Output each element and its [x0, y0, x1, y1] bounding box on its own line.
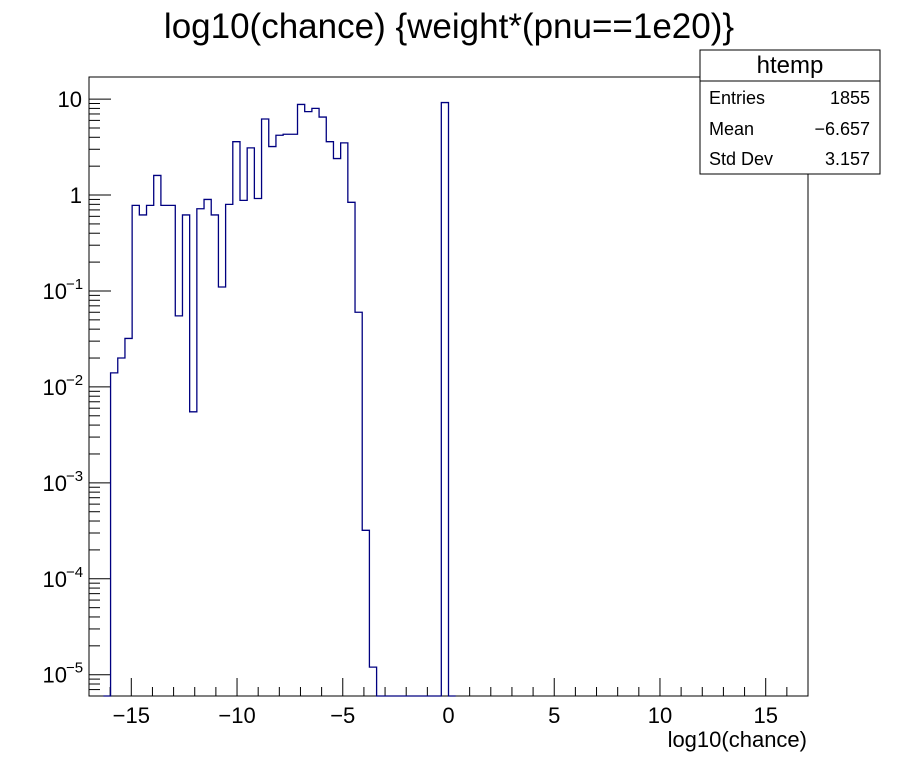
- y-tick-exponent: −4: [66, 564, 83, 581]
- histogram-bin: [290, 134, 297, 696]
- histogram-bin: [305, 112, 312, 696]
- histogram-bin: [226, 204, 233, 696]
- y-tick-exponent: −1: [66, 276, 83, 293]
- histogram-bin: [190, 412, 197, 696]
- x-tick-label: 0: [442, 703, 454, 728]
- stats-stddev-label: Std Dev: [709, 149, 773, 169]
- y-tick-label: 10: [43, 567, 67, 592]
- stats-entries-value: 1855: [830, 88, 870, 108]
- histogram-bin: [362, 530, 369, 696]
- stats-mean-label: Mean: [709, 119, 754, 139]
- x-tick-label: 5: [548, 703, 560, 728]
- histogram-bin: [161, 205, 168, 696]
- histogram-bin: [355, 312, 362, 696]
- x-tick-label: −5: [330, 703, 355, 728]
- y-tick-label: 10: [43, 663, 67, 688]
- histogram-bin: [118, 358, 125, 696]
- x-tick-label: −10: [218, 703, 255, 728]
- histogram-bin: [204, 199, 211, 696]
- y-tick-exponent: −5: [66, 660, 83, 677]
- y-tick-label: 10: [58, 87, 82, 112]
- histogram-bin: [341, 143, 348, 696]
- chart-title: log10(chance) {weight*(pnu==1e20)}: [164, 7, 734, 46]
- stats-entries-label: Entries: [709, 88, 765, 108]
- histogram-bin: [348, 202, 355, 696]
- x-tick-label: 10: [648, 703, 672, 728]
- histogram-bin: [168, 205, 175, 696]
- histogram-bin: [175, 316, 182, 696]
- y-tick-exponent: −2: [66, 372, 83, 389]
- y-tick-exponent: −3: [66, 468, 83, 485]
- x-axis-label: log10(chance): [668, 727, 807, 752]
- histogram-bin: [247, 148, 254, 696]
- x-axis: −15 −10 −5 0 5 10 15: [88, 678, 809, 728]
- histogram-bin: [125, 338, 132, 696]
- x-tick-label: −15: [113, 703, 150, 728]
- histogram-bin: [333, 159, 340, 696]
- histogram-bin: [312, 108, 319, 696]
- histogram-bin: [441, 103, 448, 696]
- histogram-bin: [211, 215, 218, 696]
- histogram-bin: [233, 142, 240, 696]
- histogram-bin: [326, 142, 333, 696]
- histogram-bin: [197, 209, 204, 696]
- y-tick-label: 10: [43, 375, 67, 400]
- histogram-bin: [276, 135, 283, 696]
- stats-mean-value: −6.657: [814, 119, 870, 139]
- x-tick-label: 15: [753, 703, 777, 728]
- stats-title: htemp: [757, 52, 824, 79]
- y-tick-label: 1: [70, 183, 82, 208]
- histogram-bin: [254, 199, 261, 696]
- histogram-bin: [111, 373, 118, 696]
- histogram-bin: [369, 667, 376, 696]
- histogram-bin: [240, 200, 247, 696]
- histogram-bin: [218, 287, 225, 696]
- histogram-bin: [132, 205, 139, 696]
- histogram-bin: [262, 119, 269, 696]
- stats-box: htemp Entries 1855 Mean −6.657 Std Dev 3…: [699, 49, 881, 175]
- stats-stddev-value: 3.157: [825, 149, 870, 169]
- histogram-bin: [283, 134, 290, 696]
- histogram-bin: [319, 117, 326, 696]
- y-tick-label: 10: [43, 279, 67, 304]
- histogram-bin: [147, 205, 154, 696]
- histogram-bin: [298, 104, 305, 696]
- histogram-outline: [103, 101, 456, 697]
- histogram-bin: [154, 175, 161, 696]
- histogram-bin: [269, 147, 276, 696]
- histogram-bin: [139, 215, 146, 696]
- histogram-bin: [182, 215, 189, 696]
- y-tick-label: 10: [43, 471, 67, 496]
